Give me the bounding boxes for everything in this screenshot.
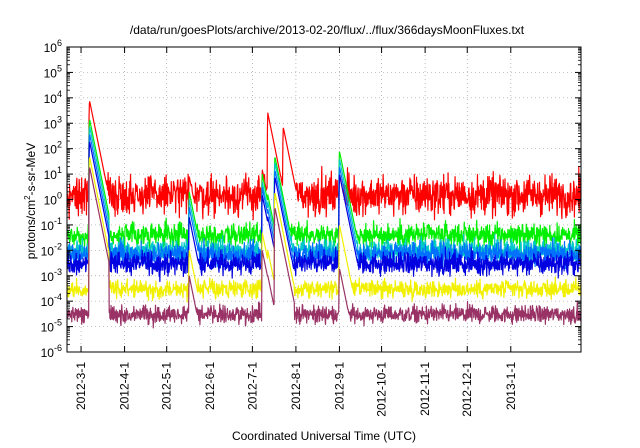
y-tick-label: 104 [44,89,62,106]
y-tick-label-base: 10 [44,194,58,208]
y-tick-label-base: 10 [44,143,58,157]
y-tick-label-exponent: 3 [57,114,62,124]
y-tick-label-base: 10 [41,244,55,258]
y-tick-label-exponent: 0 [57,191,62,201]
y-tick-label-exponent: 5 [57,63,62,73]
x-tick-label: 2012-11-1 [418,362,432,416]
x-tick-label: 2012-5-1 [160,362,174,410]
y-tick-label-exponent: -4 [54,292,62,302]
y-tick-label: 105 [44,63,62,80]
y-axis-label-suffix: -s-sr-MeV [24,143,38,196]
axes: 10-610-510-410-310-210-11001011021031041… [41,38,582,417]
y-tick-label-exponent: -5 [54,318,62,328]
y-tick-label: 106 [44,38,62,55]
y-tick-label: 10-3 [41,267,62,284]
y-tick-label-base: 10 [41,219,55,233]
series-line [66,119,582,252]
y-tick-label-base: 10 [44,117,58,131]
y-tick-label-exponent: 2 [57,140,62,150]
y-tick-label: 10-1 [41,216,62,233]
y-tick-label-base: 10 [41,346,55,360]
y-tick-label-exponent: 1 [57,165,62,175]
x-tick-label: 2012-7-1 [245,362,259,410]
y-tick-label-base: 10 [44,41,58,55]
y-axis-label-prefix: protons/cm [24,200,38,259]
x-tick-label: 2013-1-1 [504,362,518,410]
y-tick-label: 10-6 [41,343,62,360]
y-tick-label-exponent: -2 [54,241,62,251]
plot-frame [66,46,582,353]
x-tick-label: 2012-12-1 [460,362,474,417]
y-tick-label-base: 10 [44,92,58,106]
x-tick-label: 2012-10-1 [375,362,389,417]
series-line [66,167,582,329]
y-tick-label: 103 [44,114,62,131]
series-line [66,157,582,303]
y-tick-label-base: 10 [41,321,55,335]
y-tick-label-base: 10 [41,295,55,309]
y-tick-label-base: 10 [41,270,55,284]
y-tick-label-exponent: 4 [57,89,62,99]
y-tick-label: 10-2 [41,241,62,258]
x-tick-label: 2012-3-1 [74,362,88,410]
y-tick-label: 101 [44,165,62,182]
y-axis-label: protons/cm2-s-sr-MeV [23,143,38,259]
y-tick-label: 10-4 [41,292,62,309]
y-tick-label-exponent: -1 [54,216,62,226]
x-tick-label: 2012-8-1 [289,362,303,410]
x-tick-label: 2012-9-1 [332,362,346,410]
y-tick-label: 10-5 [41,318,62,335]
y-axis-label-superscript: 2 [23,195,32,200]
y-tick-label-exponent: 6 [57,38,62,48]
x-tick-label: 2012-6-1 [203,362,217,410]
y-tick-label: 102 [44,140,62,157]
y-tick-label-exponent: -6 [54,343,62,353]
series-line [66,141,582,283]
series-group [66,101,582,329]
series-line [66,101,582,221]
x-axis-label: Coordinated Universal Time (UTC) [232,429,416,443]
x-tick-label: 2012-4-1 [118,362,132,410]
y-tick-label: 100 [44,191,62,208]
y-tick-label-base: 10 [44,66,58,80]
chart-title: /data/run/goesPlots/archive/2013-02-20/f… [130,23,525,37]
y-tick-label-base: 10 [44,168,58,182]
y-tick-label-exponent: -3 [54,267,62,277]
